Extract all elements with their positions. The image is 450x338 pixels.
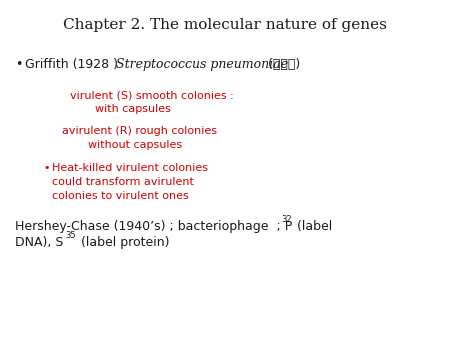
Text: (label: (label [293, 220, 332, 233]
Text: 32: 32 [281, 215, 292, 224]
Text: (label protein): (label protein) [77, 236, 170, 249]
Text: could transform avirulent: could transform avirulent [52, 177, 194, 187]
Text: with capsules: with capsules [95, 104, 171, 114]
Text: virulent (S) smooth colonies :: virulent (S) smooth colonies : [70, 90, 234, 100]
Text: colonies to virulent ones: colonies to virulent ones [52, 191, 189, 201]
Text: Griffith (1928 ): Griffith (1928 ) [25, 58, 130, 71]
Text: (폐렴균): (폐렴균) [264, 58, 300, 71]
Text: Heat-killed virulent colonies: Heat-killed virulent colonies [52, 163, 208, 173]
Text: Hershey-Chase (1940’s) ; bacteriophage  ; P: Hershey-Chase (1940’s) ; bacteriophage ;… [15, 220, 292, 233]
Text: DNA), S: DNA), S [15, 236, 63, 249]
Text: Streptococcus pneumoniae: Streptococcus pneumoniae [116, 58, 288, 71]
Text: without capsules: without capsules [88, 140, 182, 150]
Text: Chapter 2. The molecular nature of genes: Chapter 2. The molecular nature of genes [63, 18, 387, 32]
Text: 35: 35 [65, 231, 76, 240]
Text: •: • [43, 163, 50, 173]
Text: •: • [15, 58, 22, 71]
Text: avirulent (R) rough colonies: avirulent (R) rough colonies [62, 126, 217, 136]
